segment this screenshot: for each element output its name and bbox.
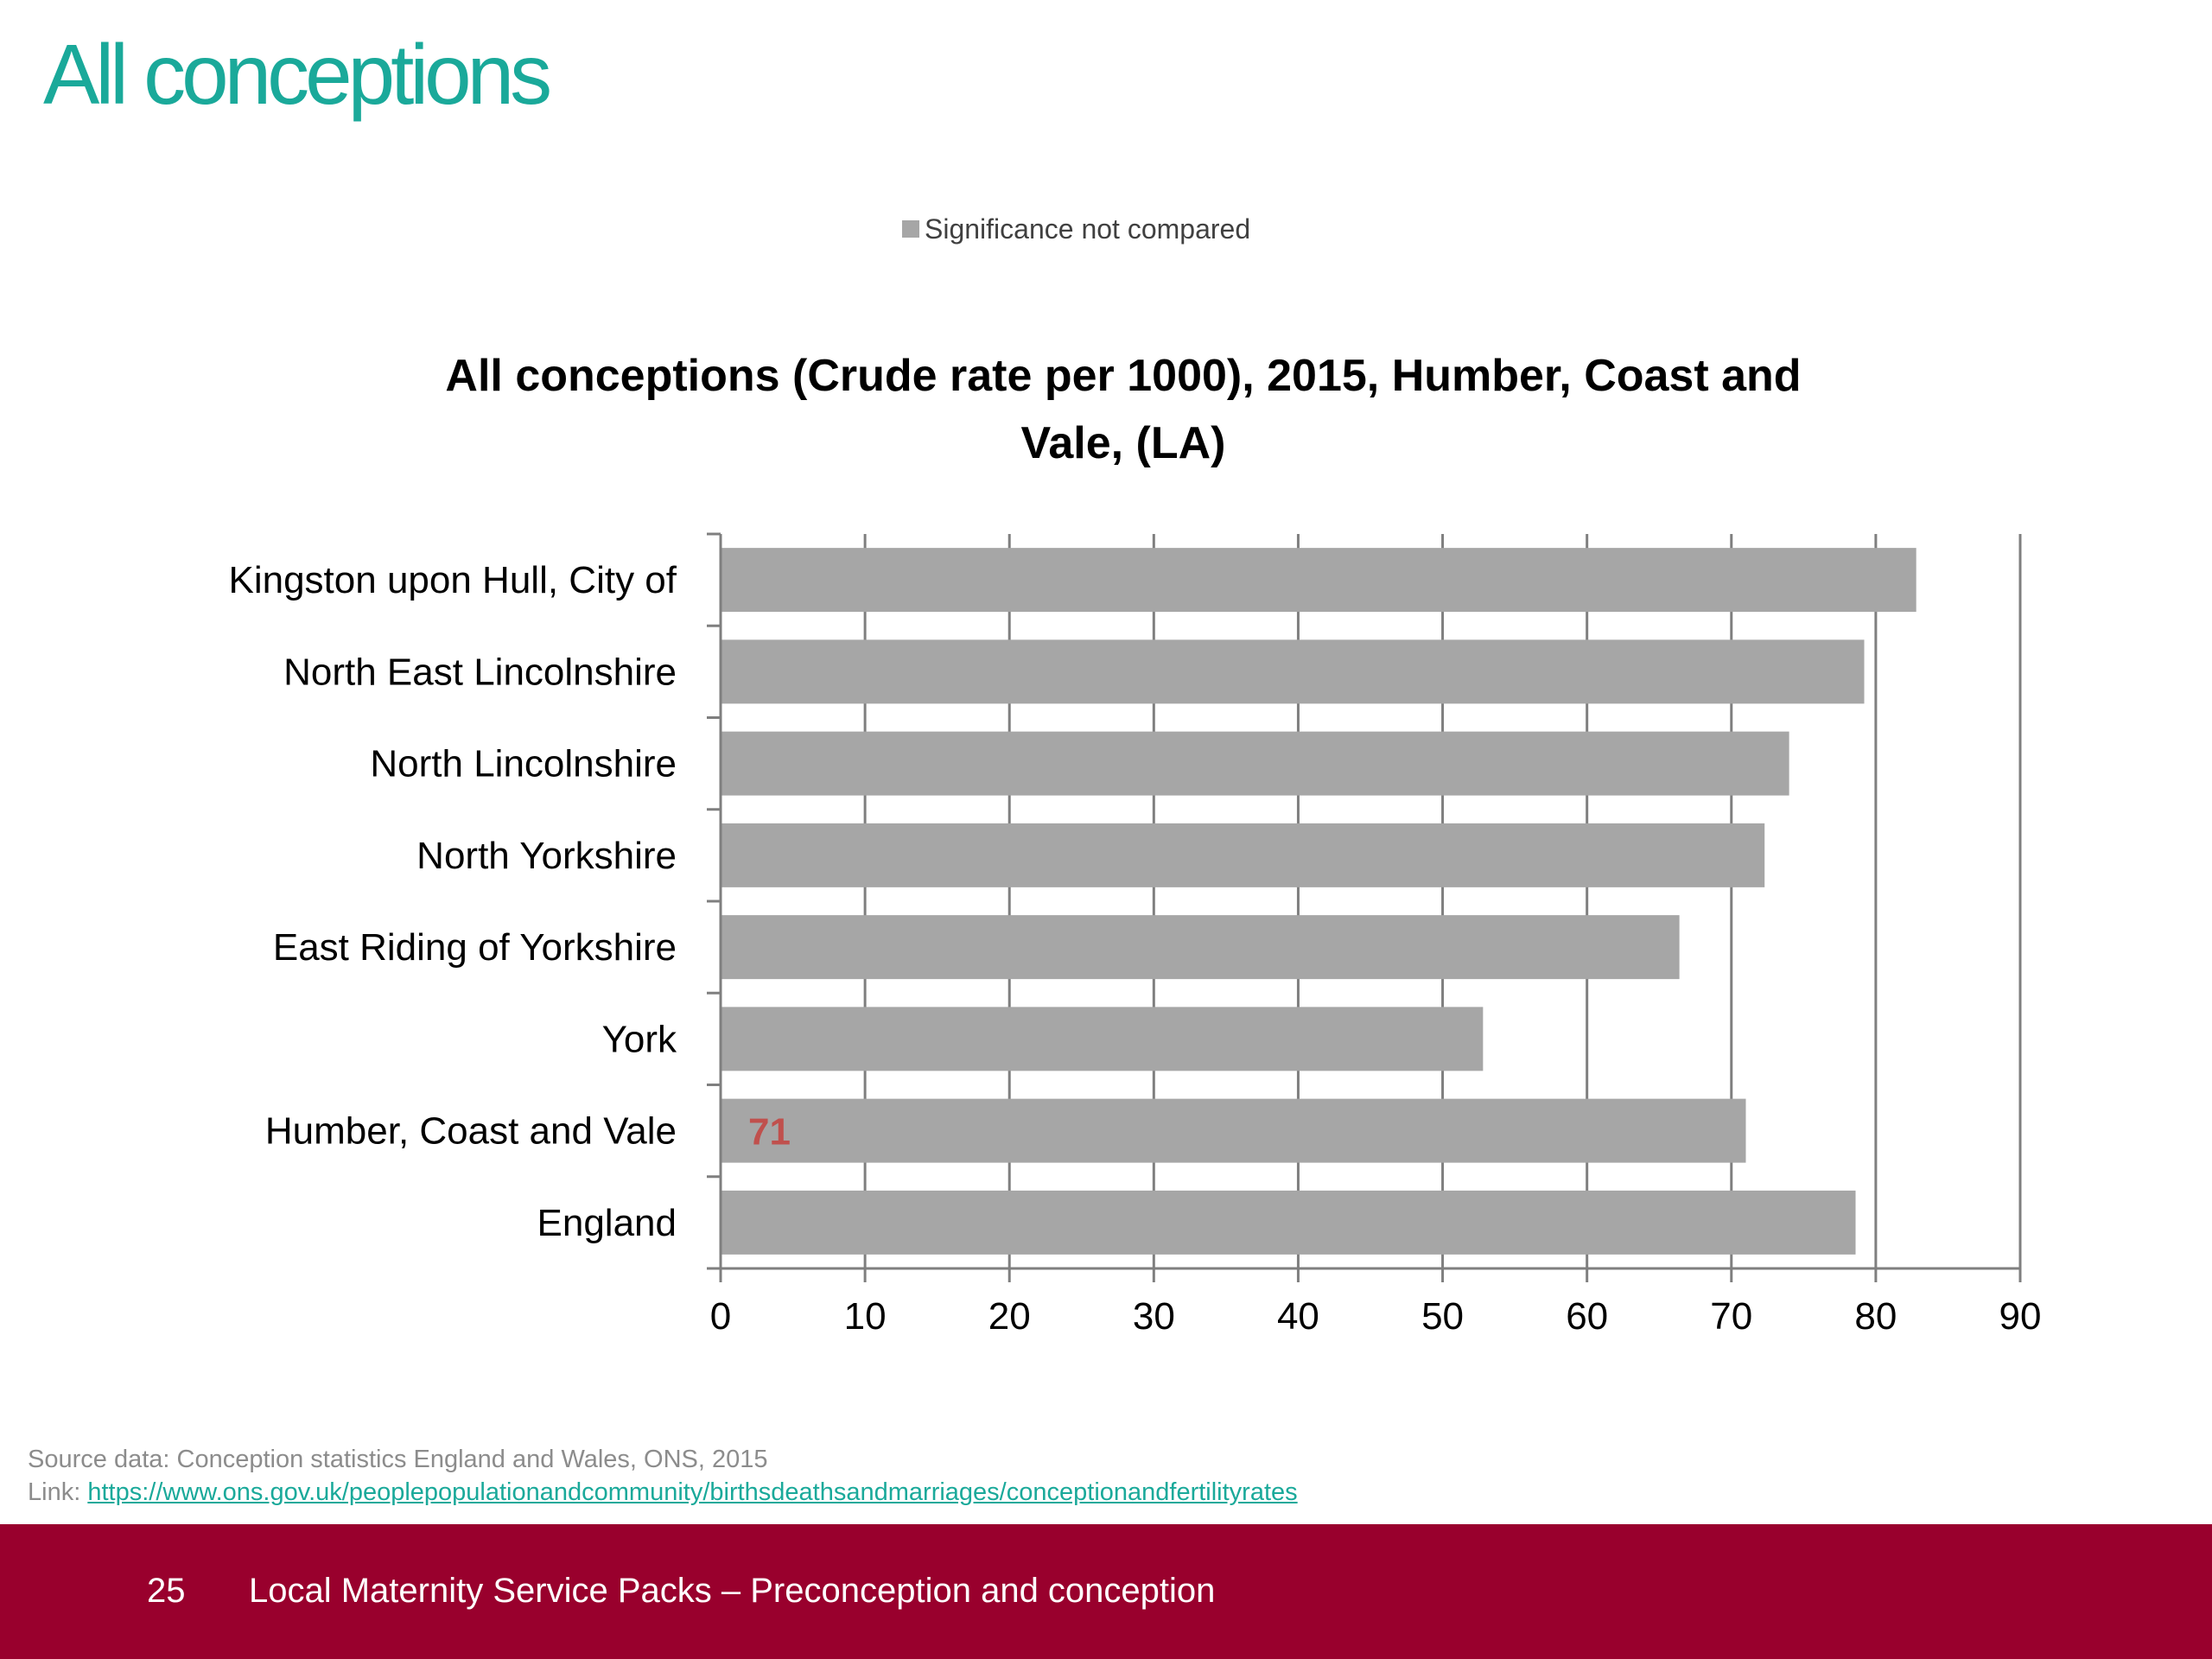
x-tick-label: 10 [844, 1295, 887, 1338]
x-tick-label: 90 [1999, 1295, 2042, 1338]
x-tick-label: 20 [988, 1295, 1031, 1338]
bar [721, 1190, 1856, 1255]
source-link[interactable]: https://www.ons.gov.uk/peoplepopulationa… [87, 1478, 1298, 1506]
bar [721, 1098, 1746, 1163]
page-number: 25 [147, 1572, 186, 1610]
chart-title-line: All conceptions (Crude rate per 1000), 2… [445, 351, 1801, 401]
slide-title: All conceptions [43, 27, 552, 122]
bar [721, 639, 1865, 704]
legend-label: Significance not compared [925, 213, 1250, 245]
category-label: North East Lincolnshire [283, 651, 677, 693]
bar [721, 731, 1789, 796]
chart-title-line: Vale, (LA) [1021, 418, 1226, 468]
bar [721, 823, 1765, 887]
x-tick-label: 0 [710, 1295, 731, 1338]
category-label: North Lincolnshire [370, 743, 677, 785]
bar [721, 915, 1680, 980]
category-label: England [537, 1202, 677, 1244]
footer-bar: 25 Local Maternity Service Packs – Preco… [0, 1524, 2212, 1659]
bar-chart: Significance not compared All conception… [228, 213, 2042, 1338]
x-tick-label: 30 [1133, 1295, 1175, 1338]
x-tick-label: 50 [1421, 1295, 1464, 1338]
source-note: Source data: Conception statistics Engla… [28, 1443, 1298, 1509]
bar [721, 1007, 1484, 1071]
source-text: Source data: Conception statistics Engla… [28, 1446, 768, 1473]
category-label: York [602, 1018, 677, 1060]
legend-swatch [902, 220, 919, 238]
link-prefix: Link: [28, 1478, 88, 1506]
category-label: Kingston upon Hull, City of [228, 559, 677, 601]
source-link-line: Link: https://www.ons.gov.uk/peoplepopul… [28, 1476, 1298, 1509]
category-label: Humber, Coast and Vale [265, 1110, 677, 1153]
x-tick-label: 70 [1710, 1295, 1752, 1338]
x-tick-label: 40 [1277, 1295, 1319, 1338]
x-tick-label: 60 [1566, 1295, 1608, 1338]
category-label: North Yorkshire [416, 835, 677, 877]
footer-title: Local Maternity Service Packs – Preconce… [249, 1572, 1216, 1610]
x-tick-label: 80 [1854, 1295, 1897, 1338]
data-label: 71 [748, 1111, 791, 1154]
category-label: East Riding of Yorkshire [273, 926, 677, 969]
bar [721, 548, 1916, 613]
